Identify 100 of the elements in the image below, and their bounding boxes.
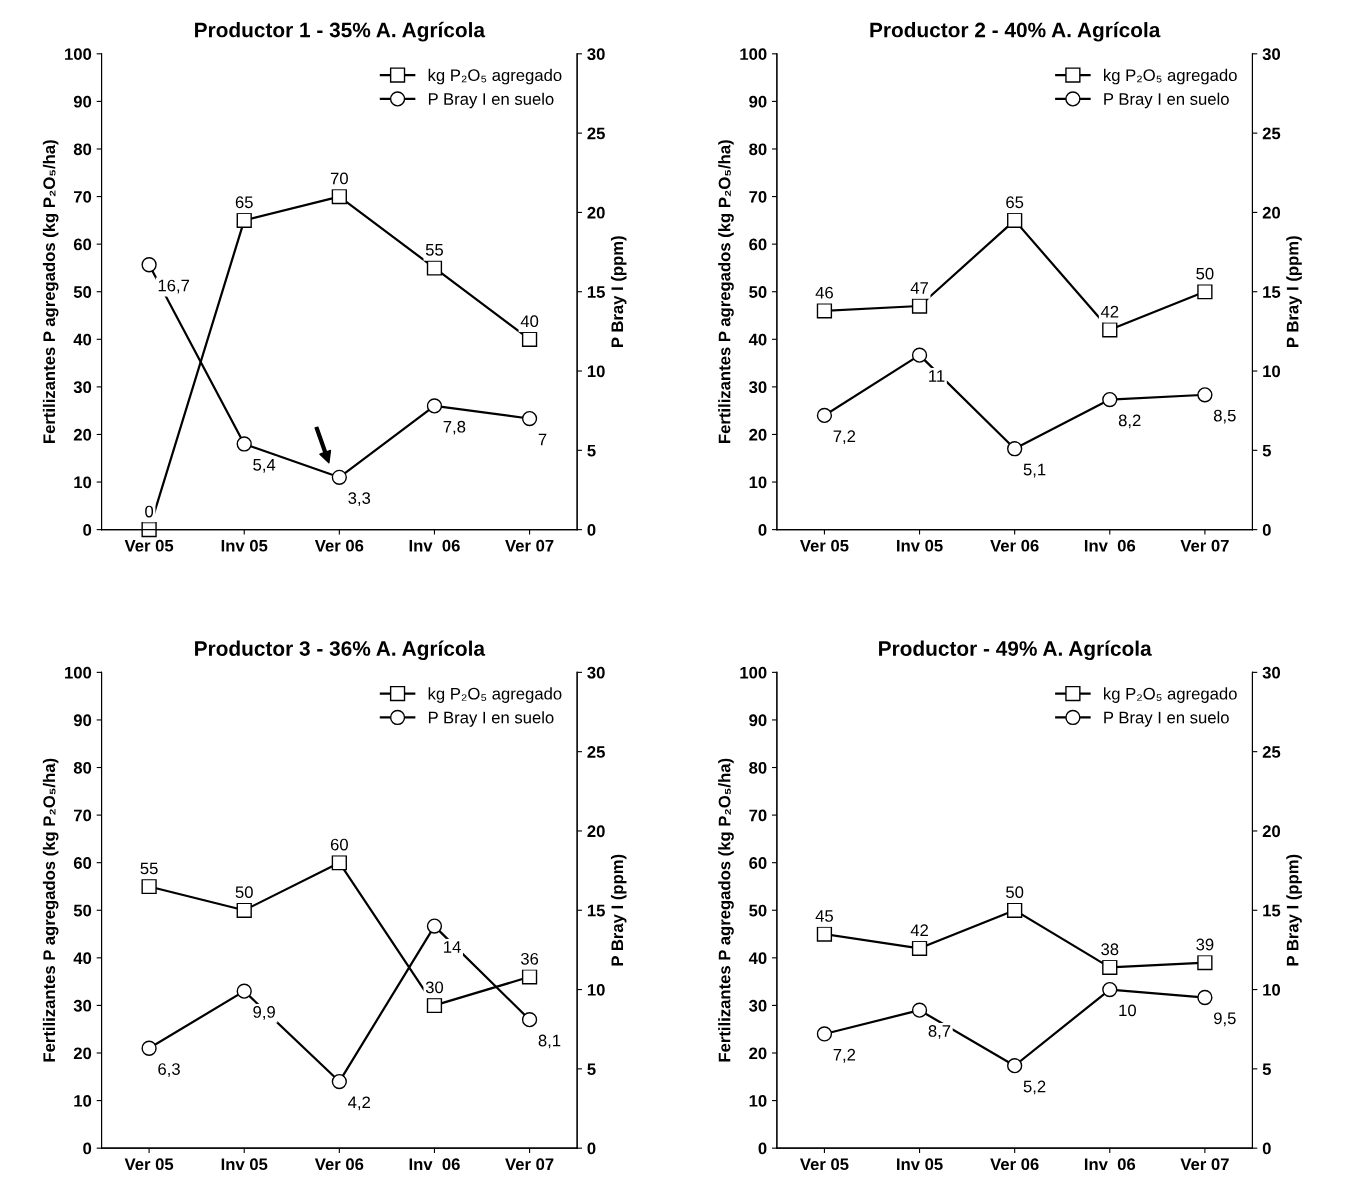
point [911,347,928,363]
data-label: 55 [425,244,444,256]
y2-tick-label: 25 [587,127,605,140]
legend-label: P Bray I en suelo [428,711,554,727]
data-label: 9,9 [253,1006,275,1020]
y-tick-label: 100 [65,666,92,679]
data-label: 30 [425,981,444,994]
data-label: 8,1 [538,1034,561,1049]
point [1102,322,1118,338]
data-label: 5,1 [1023,463,1046,478]
y2-tick-label: 15 [587,286,605,298]
y-tick-label: 50 [73,286,92,298]
y2-tick-label: 0 [1262,524,1271,536]
point [141,878,157,895]
data-label: 60 [330,838,348,851]
legend-label: kg P₂O₅ agregado [428,68,562,85]
data-label: 36 [520,952,539,965]
x-tick-label: Ver 06 [990,1158,1039,1171]
y2-tick-label: 15 [1263,286,1281,298]
y2-tick-label: 5 [1262,444,1271,457]
x-tick-label: Inv 06 [1084,539,1136,552]
point [816,926,833,942]
data-label: 7,8 [443,420,466,435]
y2-tick-label: 20 [587,825,605,838]
x-tick-label: Ver 07 [505,1158,554,1171]
point [816,1026,833,1042]
y-tick-label: 70 [74,190,92,203]
y-axis-title: Fertilizantes P agregados (kg P₂O₅/ha) [42,758,59,1062]
y-tick-label: 80 [73,761,92,774]
y2-tick-label: 10 [587,365,605,378]
y-tick-label: 60 [749,238,767,251]
x-tick-label: Inv 06 [1084,1158,1136,1171]
y-tick-label: 30 [749,381,767,394]
y2-tick-label: 30 [587,48,605,61]
y-tick-label: 30 [749,999,767,1012]
y2-axis-title: P Bray I (ppm) [610,236,627,347]
y2-tick-label: 30 [1262,48,1281,61]
y-tick-label: 60 [73,857,92,869]
legend-label: P Bray I en suelo [1104,711,1229,727]
y2-tick-label: 25 [1262,746,1281,758]
point [141,257,157,273]
point [911,298,928,314]
x-tick-label: Inv 05 [897,1158,943,1171]
y-axis-title: Fertilizantes P agregados (kg P₂O₅/ha) [718,140,734,443]
y2-tick-label: 15 [1263,904,1281,917]
point [1007,1058,1023,1074]
data-label: 50 [235,886,253,899]
y-tick-label: 20 [73,1047,92,1060]
data-label: 65 [1006,196,1024,209]
y2-tick-label: 5 [587,1063,596,1076]
data-label: 50 [1196,267,1214,280]
y-tick-label: 20 [73,428,92,441]
y-axis-title: Fertilizantes P agregados (kg P₂O₅/ha) [718,758,734,1062]
point [426,398,443,414]
x-tick-label: Ver 06 [314,539,364,552]
data-label: 11 [929,370,945,382]
x-tick-label: Ver 06 [990,539,1039,552]
y2-tick-label: 5 [587,444,596,457]
data-label: 14 [444,941,461,953]
y-tick-label: 70 [749,809,767,822]
point [1102,391,1118,408]
y-tick-label: 0 [83,524,92,536]
y2-tick-label: 0 [587,1142,596,1155]
data-label: 55 [140,862,158,875]
data-label: 9,5 [1214,1012,1236,1027]
data-label: 10 [1119,1004,1136,1017]
y-tick-label: 60 [73,238,92,251]
x-tick-label: Ver 05 [124,1158,174,1171]
point [426,997,443,1014]
data-label: 8,2 [1118,414,1141,429]
data-label: 16,7 [158,279,190,294]
point [331,855,347,871]
x-tick-label: Ver 06 [314,1158,364,1171]
point [426,918,443,934]
data-label: 65 [235,196,253,209]
data-label: 4,2 [348,1096,370,1111]
y-tick-label: 40 [748,333,767,346]
x-tick-label: Inv 05 [221,1158,268,1171]
point [1102,959,1118,975]
y-tick-label: 20 [749,428,767,441]
point [521,410,538,427]
y-tick-label: 100 [65,48,92,61]
point [236,902,252,918]
y-tick-label: 70 [749,190,767,203]
x-tick-label: Inv 06 [409,1158,460,1171]
y-tick-label: 80 [73,143,92,156]
y2-tick-label: 10 [1263,983,1281,996]
y-tick-label: 30 [73,999,92,1012]
point [1007,441,1023,457]
y2-tick-label: 25 [1262,127,1281,140]
legend-label: kg P₂O₅ agregado [428,687,562,703]
point [1197,284,1213,300]
point [1197,387,1213,403]
point [331,469,347,485]
chart-title: Productor 3 - 36% A. Agrícola [195,640,486,661]
point [521,1012,538,1028]
point [236,983,252,999]
data-label: 42 [910,924,928,936]
y2-tick-label: 20 [1262,825,1281,838]
data-label: 39 [1196,938,1214,951]
